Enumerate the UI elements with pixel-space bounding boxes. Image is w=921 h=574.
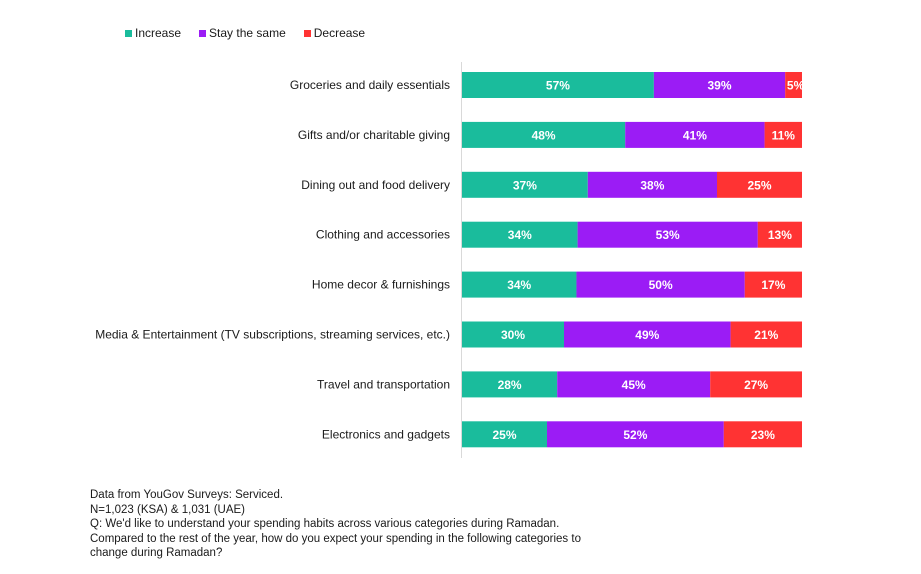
value-label-decrease-groceries-and-daily-essentials: 5% [787, 79, 805, 93]
bar-segment-increase-groceries-and-daily-essentials [462, 72, 654, 98]
category-label-media-entertainment-tv-subscriptions-streaming-services-etc: Media & Entertainment (TV subscriptions,… [95, 328, 450, 342]
bar-segment-decrease-gifts-and-or-charitable-giving [764, 121, 802, 148]
value-label-decrease-electronics-and-gadgets: 23% [751, 428, 775, 442]
legend-item-decrease: Decrease [303, 26, 366, 40]
category-label-groceries-and-daily-essentials: Groceries and daily essentials [290, 78, 450, 92]
bar-segment-stay-the-same-clothing-and-accessories [577, 221, 758, 248]
legend-swatch-decrease [303, 29, 311, 37]
bar-segment-stay-the-same-travel-and-transportation [557, 371, 711, 398]
bar-segment-increase-clothing-and-accessories [462, 221, 578, 248]
value-label-decrease-travel-and-transportation: 27% [744, 378, 768, 392]
value-label-stay-the-same-media-entertainment-tv-subscriptions-streaming-services-etc: 49% [635, 328, 659, 342]
category-labels-group: Groceries and daily essentials Gifts and/… [95, 78, 450, 441]
category-label-dining-out-and-food-delivery: Dining out and food delivery [301, 178, 450, 192]
legend-item-stay-the-same: Stay the same [199, 26, 286, 40]
footnote-question-line-1: Q: We'd like to understand your spending… [90, 518, 560, 530]
bar-segment-decrease-dining-out-and-food-delivery [717, 171, 802, 198]
bars-group: 57% 39% 5% 48% 41% 11% 37% 38% 25% 34% 53% 13% 34% 50… [462, 72, 805, 448]
value-label-decrease-home-decor-furnishings: 17% [761, 278, 785, 292]
value-label-increase-gifts-and-or-charitable-giving: 48% [532, 128, 556, 142]
value-label-increase-dining-out-and-food-delivery: 37% [513, 178, 537, 192]
bar-segment-increase-dining-out-and-food-delivery [462, 171, 588, 198]
legend-swatch-increase [125, 29, 132, 37]
value-label-increase-clothing-and-accessories: 34% [508, 228, 532, 242]
value-label-stay-the-same-travel-and-transportation: 45% [622, 378, 646, 392]
value-label-increase-home-decor-furnishings: 34% [507, 278, 531, 292]
value-label-stay-the-same-clothing-and-accessories: 53% [656, 228, 680, 242]
bar-segment-stay-the-same-groceries-and-daily-essentials [653, 72, 786, 98]
bar-segment-stay-the-same-home-decor-furnishings [576, 271, 745, 298]
legend-label-stay-the-same: Stay the same [209, 26, 286, 40]
value-label-stay-the-same-groceries-and-daily-essentials: 39% [708, 79, 732, 93]
value-label-increase-media-entertainment-tv-subscriptions-streaming-services-etc: 30% [501, 328, 525, 342]
value-label-stay-the-same-gifts-and-or-charitable-giving: 41% [683, 128, 707, 142]
value-label-decrease-dining-out-and-food-delivery: 25% [747, 178, 771, 192]
category-label-clothing-and-accessories: Clothing and accessories [316, 228, 450, 242]
footnote-sample-size: N=1,023 (KSA) & 1,031 (UAE) [90, 503, 246, 516]
bar-segment-increase-media-entertainment-tv-subscriptions-streaming-services-etc [462, 321, 564, 348]
legend-label-increase: Increase [135, 26, 182, 40]
chart-legend: Increase Stay the same Decrease [125, 25, 383, 41]
legend-label-decrease: Decrease [313, 26, 366, 40]
bar-segment-decrease-media-entertainment-tv-subscriptions-streaming-services-etc [730, 321, 802, 348]
bar-segment-stay-the-same-electronics-and-gadgets [547, 421, 724, 448]
bar-segment-decrease-groceries-and-daily-essentials [785, 72, 802, 98]
bar-segment-decrease-electronics-and-gadgets [723, 421, 802, 448]
value-label-stay-the-same-electronics-and-gadgets: 52% [623, 428, 647, 442]
legend-swatch-stay-the-same [199, 29, 207, 37]
value-label-stay-the-same-home-decor-furnishings: 50% [649, 278, 673, 292]
footnote: Data from YouGov Surveys: Serviced. N=1,… [90, 488, 581, 561]
value-label-increase-travel-and-transportation: 28% [498, 378, 522, 392]
value-label-decrease-clothing-and-accessories: 13% [768, 228, 792, 242]
bar-segment-stay-the-same-dining-out-and-food-delivery [587, 171, 717, 198]
category-label-gifts-and-or-charitable-giving: Gifts and/or charitable giving [298, 128, 450, 142]
stacked-bar-chart: 57% 39% 5% 48% 41% 11% 37% 38% 25% 34% 53% 13% 34% 50… [95, 62, 805, 458]
bar-segment-decrease-home-decor-furnishings [744, 271, 802, 298]
footnote-source: Data from YouGov Surveys: Serviced. [90, 489, 284, 501]
bar-segment-decrease-clothing-and-accessories [757, 221, 802, 248]
bar-segment-increase-travel-and-transportation [462, 371, 558, 398]
value-label-decrease-gifts-and-or-charitable-giving: 11% [772, 128, 796, 142]
footnote-question-line-2: Compared to the rest of the year, how do… [90, 532, 581, 545]
value-label-decrease-media-entertainment-tv-subscriptions-streaming-services-etc: 21% [754, 328, 778, 342]
bar-segment-increase-gifts-and-or-charitable-giving [462, 121, 626, 148]
value-label-increase-groceries-and-daily-essentials: 57% [546, 79, 570, 93]
category-label-home-decor-furnishings: Home decor & furnishings [312, 278, 450, 292]
value-label-increase-electronics-and-gadgets: 25% [492, 428, 516, 442]
bar-segment-stay-the-same-gifts-and-or-charitable-giving [625, 121, 765, 148]
legend-item-increase: Increase [125, 26, 181, 40]
category-label-electronics-and-gadgets: Electronics and gadgets [322, 427, 450, 441]
category-label-travel-and-transportation: Travel and transportation [317, 377, 450, 391]
bar-segment-decrease-travel-and-transportation [710, 371, 802, 398]
bar-segment-stay-the-same-media-entertainment-tv-subscriptions-streaming-services-etc [564, 321, 731, 348]
footnote-question-line-3: change during Ramadan? [90, 547, 223, 559]
value-label-stay-the-same-dining-out-and-food-delivery: 38% [640, 178, 664, 192]
bar-segment-increase-home-decor-furnishings [462, 271, 577, 298]
bar-segment-increase-electronics-and-gadgets [462, 421, 547, 448]
